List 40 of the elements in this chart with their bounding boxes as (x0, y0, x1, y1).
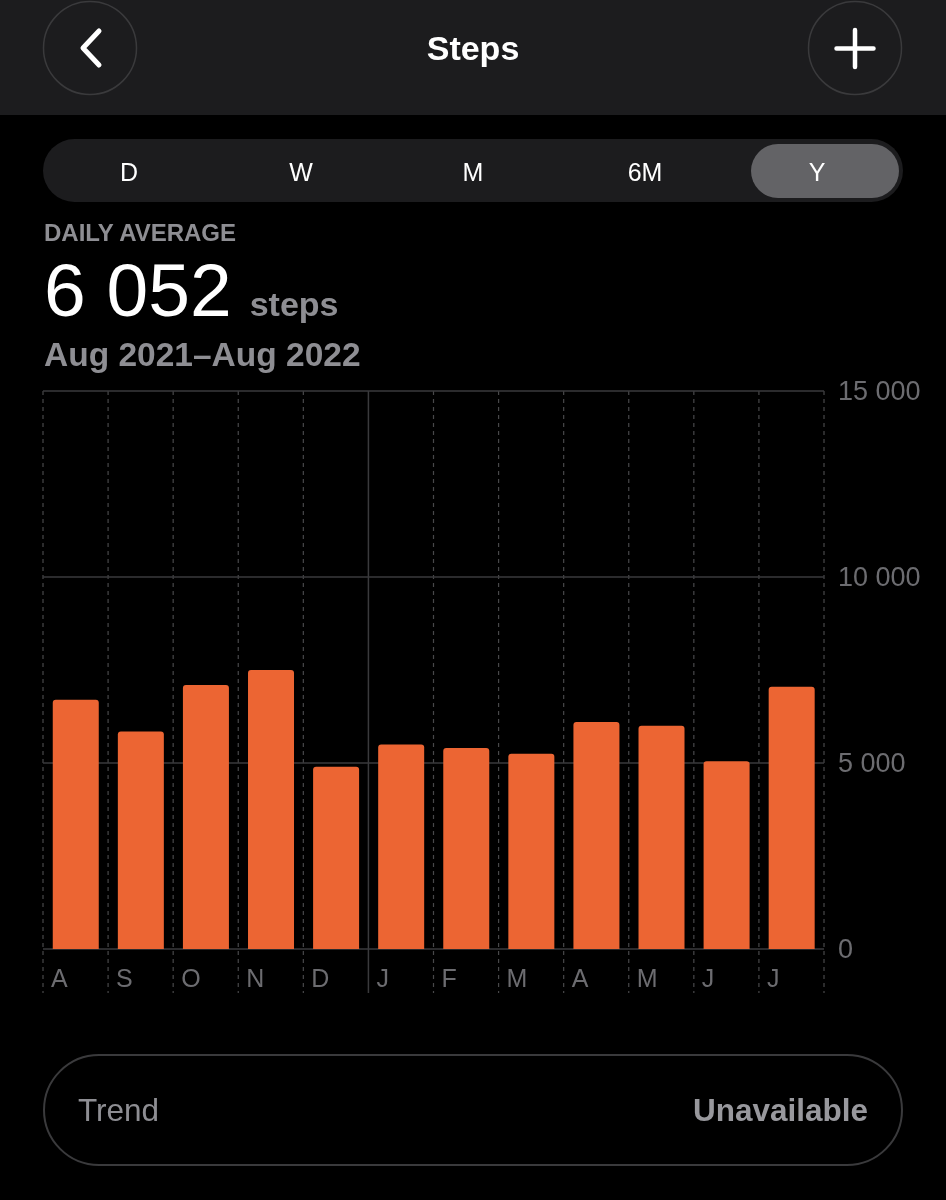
text: Unavailable (692, 1091, 868, 1129)
chart-title: Steps (425, 28, 521, 68)
bar (378, 744, 425, 949)
chart-subtitle: Aug 2021–Aug 2022 (44, 335, 361, 373)
text: Trend (78, 1091, 160, 1129)
x-tick-label: J (376, 964, 389, 992)
text: W (288, 157, 314, 187)
x-tick-label: N (246, 964, 265, 992)
bar (117, 731, 164, 949)
text: 6 052 (44, 248, 232, 332)
x-tick-label: F (441, 964, 457, 992)
x-tick-label: D (311, 964, 330, 992)
text: D (118, 157, 140, 187)
x-tick-label: S (116, 964, 133, 992)
x-tick-label: J (766, 964, 780, 992)
text: Y (807, 157, 827, 187)
y-tick-label: 0 (838, 934, 854, 964)
bar (248, 670, 295, 949)
bar (313, 766, 360, 949)
bar (182, 684, 229, 949)
y-tick-label: 5 000 (838, 748, 906, 778)
x-tick-label: M (636, 964, 658, 992)
bar (443, 748, 490, 949)
text: 6M (626, 157, 664, 187)
x-tick-label: M (506, 964, 528, 992)
x-tick-label: A (571, 964, 589, 992)
x-tick-label: J (701, 964, 715, 992)
text: steps (249, 285, 339, 324)
bar (703, 761, 750, 949)
bar (573, 722, 620, 949)
y-tick-label: 15 000 (838, 376, 921, 406)
bar (508, 753, 555, 949)
bar (638, 725, 685, 949)
bar (52, 699, 99, 949)
y-tick-label: 10 000 (838, 562, 921, 592)
text: M (461, 157, 485, 187)
bar (768, 686, 815, 949)
x-tick-label: A (51, 964, 68, 992)
text: DAILY AVERAGE (44, 218, 237, 246)
x-tick-label: O (181, 964, 201, 992)
